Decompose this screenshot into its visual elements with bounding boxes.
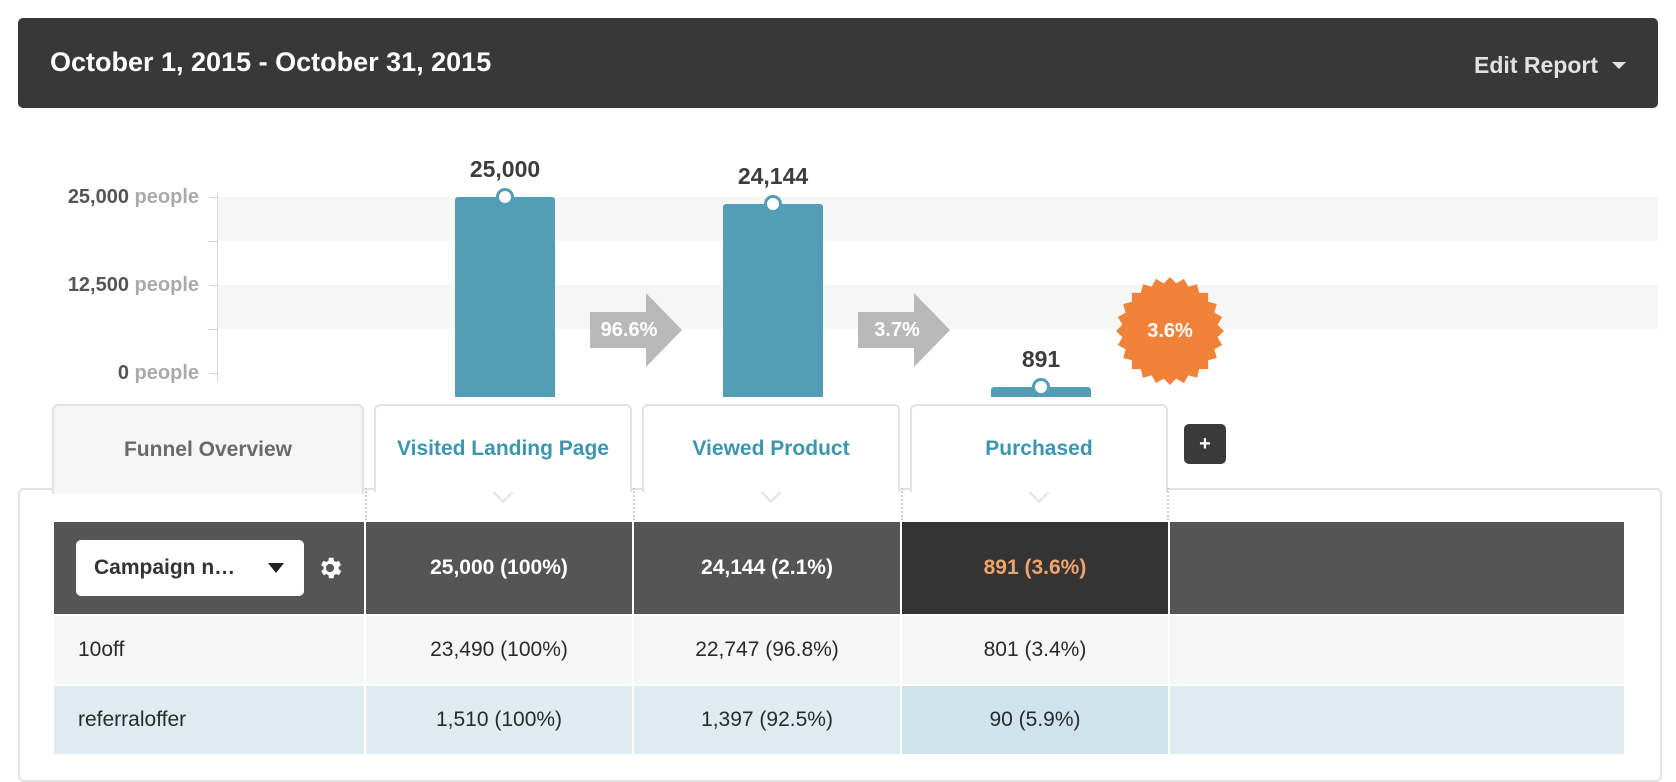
y-tick bbox=[209, 285, 218, 286]
edit-report-label: Edit Report bbox=[1474, 52, 1598, 78]
bar-value-label: 24,144 bbox=[737, 162, 809, 189]
y-tick-label: 25,000 people bbox=[67, 186, 199, 208]
row-name: 10off bbox=[54, 616, 364, 684]
empty-cell bbox=[1170, 686, 1624, 754]
y-tick bbox=[209, 373, 218, 374]
tab-pointer bbox=[760, 491, 782, 503]
step-total-cell: 891 (3.6%) bbox=[902, 522, 1168, 614]
step-conversion-label: 3.7% bbox=[874, 318, 920, 341]
y-tick-label: 12,500 people bbox=[67, 274, 199, 296]
y-tick bbox=[209, 241, 218, 242]
edit-report-button[interactable]: Edit Report bbox=[1474, 52, 1626, 79]
tab-funnel-overview[interactable]: Funnel Overview bbox=[52, 404, 364, 494]
table-row[interactable]: 10off 23,490 (100%) 22,747 (96.8%) 801 (… bbox=[54, 616, 1624, 684]
report-header: October 1, 2015 - October 31, 2015 Edit … bbox=[18, 18, 1658, 108]
bar-point bbox=[496, 188, 514, 206]
tab-label: Purchased bbox=[985, 437, 1093, 460]
tab-pointer bbox=[492, 491, 514, 503]
tab-visited-landing-page[interactable]: Visited Landing Page bbox=[374, 404, 632, 503]
tab-viewed-product[interactable]: Viewed Product bbox=[642, 404, 900, 503]
column-divider bbox=[1167, 488, 1169, 520]
tab-label: Viewed Product bbox=[692, 437, 850, 460]
empty-cell bbox=[1170, 616, 1624, 684]
tab-label: Visited Landing Page bbox=[397, 437, 609, 460]
tab-purchased[interactable]: Purchased bbox=[910, 404, 1168, 503]
y-axis bbox=[217, 192, 218, 382]
dropdown-arrow-icon bbox=[268, 563, 284, 573]
step-total-cell: 24,144 (2.1%) bbox=[634, 522, 900, 614]
breakdown-select[interactable]: Campaign n… bbox=[76, 540, 304, 596]
breakdown-select-value: Campaign n… bbox=[94, 556, 236, 579]
table-cell: 1,510 (100%) bbox=[366, 686, 632, 754]
column-divider bbox=[901, 488, 903, 520]
funnel-bar[interactable] bbox=[455, 197, 555, 397]
step-conversion-label: 96.6% bbox=[600, 318, 658, 341]
column-divider bbox=[633, 488, 635, 520]
bar-value-label: 25,000 bbox=[469, 156, 541, 182]
y-tick bbox=[209, 329, 218, 330]
row-name: referraloffer bbox=[54, 686, 364, 754]
table-header-row: Campaign n… 25,000 (100%) 24,144 (2.1%) … bbox=[54, 522, 1624, 614]
gear-icon[interactable] bbox=[316, 554, 344, 582]
table-row[interactable]: referraloffer 1,510 (100%) 1,397 (92.5%)… bbox=[54, 686, 1624, 754]
bar-point bbox=[764, 194, 782, 213]
bar-point bbox=[1032, 378, 1050, 396]
step-total-cell: 25,000 (100%) bbox=[366, 522, 632, 614]
tab-pointer bbox=[1028, 491, 1050, 503]
table-cell: 23,490 (100%) bbox=[366, 616, 632, 684]
table-cell: 1,397 (92.5%) bbox=[634, 686, 900, 754]
tab-label: Funnel Overview bbox=[123, 438, 293, 461]
column-divider bbox=[365, 488, 367, 520]
conversion-arrow: 3.7% bbox=[858, 293, 950, 367]
bar-value-label: 891 bbox=[1021, 346, 1061, 372]
conversion-arrow: 96.6% bbox=[590, 293, 682, 367]
funnel-bar[interactable] bbox=[723, 203, 823, 397]
empty-cell bbox=[1170, 522, 1624, 614]
overall-conversion-badge: 3.6% bbox=[1115, 276, 1225, 386]
table-cell: 90 (5.9%) bbox=[902, 686, 1168, 754]
starburst-shape bbox=[1116, 277, 1224, 385]
overall-conversion-label: 3.6% bbox=[1147, 319, 1193, 342]
breakdown-header-cell: Campaign n… bbox=[54, 522, 364, 614]
table-cell: 801 (3.4%) bbox=[902, 616, 1168, 684]
chevron-down-icon bbox=[1612, 62, 1626, 69]
y-tick bbox=[209, 197, 218, 198]
chart-band bbox=[218, 197, 1658, 241]
add-step-button[interactable]: + bbox=[1184, 424, 1226, 464]
table-cell: 22,747 (96.8%) bbox=[634, 616, 900, 684]
y-tick-label: 0 people bbox=[117, 362, 199, 384]
date-range[interactable]: October 1, 2015 - October 31, 2015 bbox=[50, 47, 492, 77]
